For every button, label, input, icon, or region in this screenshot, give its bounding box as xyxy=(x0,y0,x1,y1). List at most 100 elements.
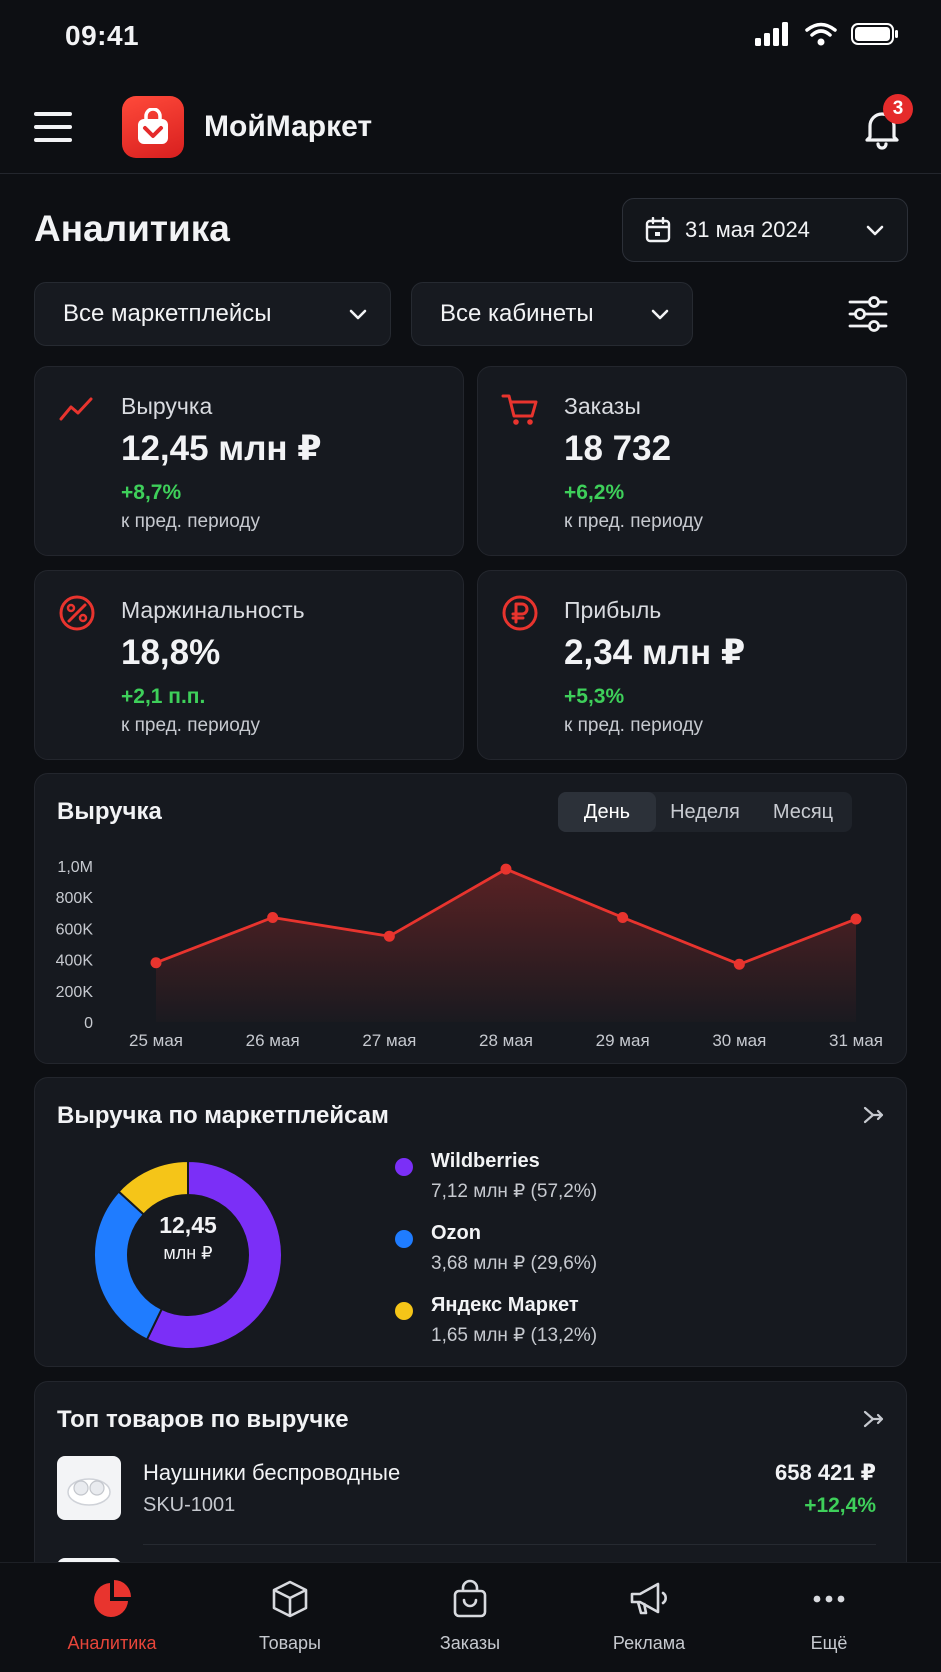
ruble-circle-icon xyxy=(502,595,538,631)
kpi-subtext: к пред. периоду xyxy=(121,715,261,736)
legend-value: 3,68 млн ₽ (29,6%) xyxy=(431,1253,598,1274)
kpi-subtext: к пред. периоду xyxy=(121,511,261,532)
kpi-subtext: к пред. периоду xyxy=(564,715,704,736)
account-select[interactable]: Все кабинеты xyxy=(411,282,693,346)
x-tick-label: 28 мая xyxy=(479,1031,533,1050)
y-tick-label: 1,0M xyxy=(57,859,93,876)
date-picker[interactable]: 31 мая 2024 xyxy=(622,198,908,262)
more-icon xyxy=(813,1595,845,1603)
marketplace-revenue-card: Выручка по маркетплейсам 12,45 млн ₽ Wil… xyxy=(34,1077,907,1367)
revenue-area xyxy=(156,869,856,1022)
battery-icon xyxy=(851,23,898,45)
margin-gauge-icon xyxy=(59,595,95,631)
data-point xyxy=(850,913,862,925)
y-tick-label: 0 xyxy=(84,1015,93,1032)
trend-up-icon xyxy=(59,397,93,421)
donut-center: 12,45 млн ₽ xyxy=(133,1212,243,1264)
tab-label: Ещё xyxy=(810,1633,848,1653)
donut-slice xyxy=(117,1159,189,1216)
megaphone-icon xyxy=(630,1582,667,1615)
legend-value: 7,12 млн ₽ (57,2%) xyxy=(431,1181,598,1202)
marketplace-select[interactable]: Все маркетплейсы xyxy=(34,282,391,346)
data-point xyxy=(150,957,162,969)
status-time: 09:41 xyxy=(65,20,140,51)
product-delta: +12,4% xyxy=(804,1494,876,1517)
revenue-line-chart: 0 200K 400K 600K 800K 1,0M 25 мая 26 мая 27 мая 2… xyxy=(56,859,883,1050)
kpi-delta: +6,2% xyxy=(564,481,625,504)
tab-orders[interactable]: Заказы xyxy=(395,1577,545,1654)
data-point xyxy=(383,930,395,942)
y-tick-label: 400K xyxy=(56,953,94,970)
cart-icon xyxy=(501,394,538,425)
kpi-value: 2,34 млн ₽ xyxy=(564,633,746,672)
period-tab-week[interactable]: Неделя xyxy=(670,800,740,823)
tab-ads[interactable]: Реклама xyxy=(574,1577,724,1654)
kpi-card-orders[interactable]: Заказы 18 732 +6,2% к пред. периоду xyxy=(477,366,907,556)
product-thumbnail xyxy=(57,1456,121,1520)
donut-total-unit: млн ₽ xyxy=(163,1243,213,1263)
donut-total-value: 12,45 xyxy=(159,1212,217,1238)
data-point xyxy=(267,911,279,923)
kpi-value: 18,8% xyxy=(121,633,221,672)
app-bar: МойМаркет 3 xyxy=(0,84,941,174)
chevron-down-icon xyxy=(349,309,367,320)
arrow-right-icon[interactable] xyxy=(862,1408,884,1430)
legend-dot xyxy=(395,1230,413,1248)
y-tick-label: 800K xyxy=(56,890,94,907)
data-point xyxy=(617,911,629,923)
legend-value: 1,65 млн ₽ (13,2%) xyxy=(431,1325,598,1346)
chart-title: Выручка xyxy=(57,798,162,825)
kpi-delta: +8,7% xyxy=(121,481,182,504)
x-tick-label: 30 мая xyxy=(712,1031,766,1050)
x-tick-label: 31 мая xyxy=(829,1031,883,1050)
product-name: Наушники беспроводные xyxy=(143,1460,401,1485)
tab-analytics[interactable]: Аналитика xyxy=(37,1577,187,1654)
data-point xyxy=(733,958,745,970)
kpi-card-margin[interactable]: Маржинальность 18,8% +2,1 п.п. к пред. п… xyxy=(34,570,464,760)
donut-slice xyxy=(145,1159,283,1350)
legend-name: Ozon xyxy=(431,1222,481,1244)
kpi-label: Заказы xyxy=(564,393,641,419)
tab-label: Товары xyxy=(259,1633,321,1653)
legend-dot xyxy=(395,1302,413,1320)
wifi-icon xyxy=(805,22,837,46)
tab-label: Аналитика xyxy=(67,1633,157,1653)
notification-badge: 3 xyxy=(883,94,913,124)
kpi-card-revenue[interactable]: Выручка 12,45 млн ₽ +8,7% к пред. период… xyxy=(34,366,464,556)
marketplace-title: Выручка по маркетплейсам xyxy=(57,1102,389,1129)
tab-label: Заказы xyxy=(439,1633,501,1653)
kpi-value: 18 732 xyxy=(564,429,672,468)
chevron-down-icon xyxy=(866,225,884,236)
period-switcher: День Неделя Месяц xyxy=(558,792,852,832)
pie-chart-icon xyxy=(94,1580,131,1617)
tab-more[interactable]: Ещё xyxy=(754,1577,904,1654)
calendar-icon xyxy=(645,217,671,243)
x-tick-label: 27 мая xyxy=(362,1031,416,1050)
filter-settings-icon[interactable] xyxy=(846,294,890,334)
product-sku: SKU-1001 xyxy=(143,1494,236,1516)
status-icons xyxy=(755,22,899,46)
kpi-card-profit[interactable]: Прибыль 2,34 млн ₽ +5,3% к пред. периоду xyxy=(477,570,907,760)
kpi-subtext: к пред. периоду xyxy=(564,511,704,532)
marketplace-donut-chart xyxy=(93,1159,283,1350)
x-tick-label: 29 мая xyxy=(596,1031,650,1050)
period-tab-month[interactable]: Месяц xyxy=(772,800,834,823)
page-title: Аналитика xyxy=(34,208,230,249)
kpi-label: Маржинальность xyxy=(121,597,305,623)
tab-products[interactable]: Товары xyxy=(215,1577,365,1654)
app-name: МойМаркет xyxy=(204,110,373,143)
x-tick-label: 25 мая xyxy=(129,1031,183,1050)
legend-dot xyxy=(395,1158,413,1176)
tab-label: Реклама xyxy=(612,1633,686,1653)
top-products-title: Топ товаров по выручке xyxy=(57,1406,349,1433)
divider xyxy=(143,1544,876,1545)
marketplace-select-value: Все маркетплейсы xyxy=(63,300,272,327)
menu-icon[interactable] xyxy=(34,112,72,142)
signal-icon xyxy=(755,22,788,46)
arrow-right-icon[interactable] xyxy=(862,1104,884,1126)
status-bar: 09:41 xyxy=(0,0,941,76)
period-tab-day[interactable]: День xyxy=(558,792,656,832)
kpi-delta: +5,3% xyxy=(564,685,625,708)
y-tick-label: 600K xyxy=(56,921,94,938)
shopping-bag-logo-icon xyxy=(138,108,168,144)
